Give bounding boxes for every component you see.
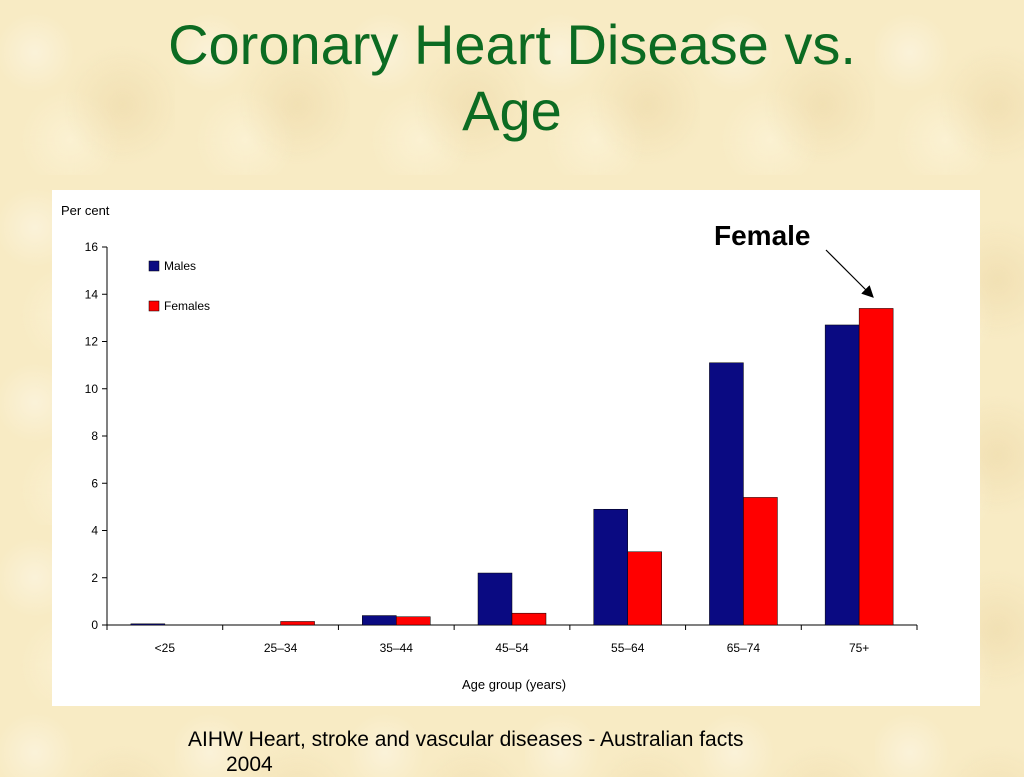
bar-males-3: [477, 572, 513, 626]
bar-females-1: [280, 621, 315, 626]
bar-females-2: [396, 616, 431, 626]
slide-title: Coronary Heart Disease vs. Age: [0, 12, 1024, 144]
chart-panel: Per cent Age group (years) 0 2 4 6 8 10 12 14 16…: [52, 190, 980, 706]
bar-females-6: [858, 308, 894, 626]
x-tick-label: 55–64: [611, 641, 645, 655]
y-tick-label: 14: [85, 287, 99, 301]
bar-males-6: [824, 324, 860, 626]
x-tick-label: 65–74: [727, 641, 761, 655]
legend-label-males: Males: [164, 259, 196, 273]
bar-chart: Per cent Age group (years) 0 2 4 6 8 10 12 14 16…: [61, 203, 918, 692]
y-tick-label: 6: [91, 476, 98, 490]
bar-females-4: [627, 551, 662, 626]
slide-title-line-2: Age: [462, 79, 562, 142]
x-tick-label: 35–44: [380, 641, 414, 655]
bar-males-4: [593, 508, 628, 626]
x-tick-label: 45–54: [495, 641, 529, 655]
bar-females-5: [743, 497, 778, 626]
y-axis-label: Per cent: [61, 203, 110, 218]
y-tick-label: 10: [85, 382, 99, 396]
female-callout-label: Female: [714, 220, 811, 251]
y-tick-label: 2: [91, 571, 98, 585]
x-tick-label: 75+: [849, 641, 869, 655]
y-tick-label: 4: [91, 524, 98, 538]
source-caption-line-2: 2004: [226, 753, 273, 776]
source-caption-line-1: AIHW Heart, stroke and vascular diseases…: [188, 728, 744, 751]
bar-males-2: [362, 615, 397, 626]
slide-title-line-1: Coronary Heart Disease vs.: [168, 13, 856, 76]
legend-swatch-males: [148, 260, 160, 272]
x-tick-label: <25: [155, 641, 176, 655]
bar-females-3: [511, 612, 547, 626]
source-caption: AIHW Heart, stroke and vascular diseases…: [188, 727, 808, 777]
legend-label-females: Females: [164, 299, 210, 313]
x-axis-label: Age group (years): [462, 677, 566, 692]
y-tick-label: 0: [91, 618, 98, 632]
x-tick-label: 25–34: [264, 641, 298, 655]
chart-marks: 0 2 4 6 8 10 12 14 16 <25 25–34 35–44 45–54 55–64 65–7…: [85, 240, 918, 655]
y-tick-label: 8: [91, 429, 98, 443]
bar-males-0: [130, 623, 166, 626]
bar-males-5: [709, 362, 744, 626]
y-tick-label: 16: [85, 240, 99, 254]
legend-swatch-females: [148, 300, 160, 312]
y-tick-label: 12: [85, 335, 99, 349]
